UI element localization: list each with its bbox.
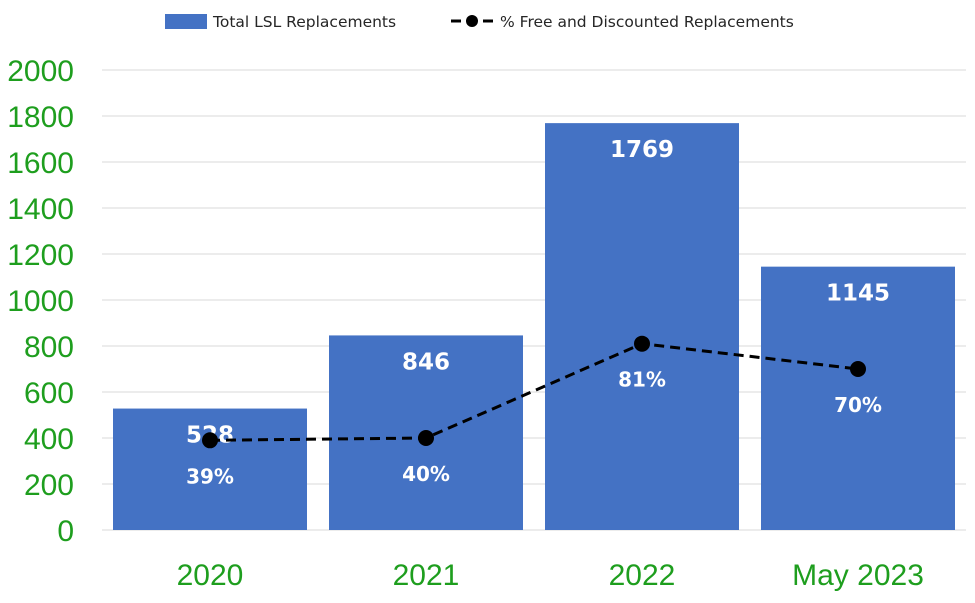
bars [113, 123, 955, 530]
x-tick-label: 2021 [393, 559, 460, 592]
y-tick-label: 400 [24, 423, 74, 456]
y-tick-label: 2000 [7, 55, 74, 88]
legend-label-bar: Total LSL Replacements [212, 13, 396, 31]
line-value-label: 81% [618, 368, 666, 392]
line-data-labels: 39% 40% 81% 70% [186, 368, 882, 489]
line-value-label: 39% [186, 464, 234, 488]
y-tick-label: 0 [57, 515, 74, 548]
line-value-label: 40% [402, 462, 450, 486]
line-marker [418, 430, 434, 446]
bar [113, 408, 307, 530]
x-tick-label: May 2023 [792, 559, 924, 592]
line-path [209, 342, 859, 442]
legend-label-line: % Free and Discounted Replacements [500, 13, 794, 31]
y-tick-label: 1600 [7, 147, 74, 180]
legend-swatch-bar [165, 14, 207, 29]
line-series [202, 335, 866, 449]
legend-swatch-marker [466, 15, 478, 27]
y-tick-label: 1000 [7, 285, 74, 318]
line-marker [850, 361, 866, 377]
bar-value-label: 846 [402, 349, 450, 375]
legend: Total LSL Replacements % Free and Discou… [165, 13, 794, 31]
line-value-label: 70% [834, 393, 882, 417]
bar [545, 123, 739, 530]
x-axis-ticks: 2020 2021 2022 May 2023 [177, 559, 924, 592]
x-tick-label: 2022 [609, 559, 676, 592]
y-tick-label: 600 [24, 377, 74, 410]
y-tick-label: 1200 [7, 239, 74, 272]
bar-value-label: 1769 [610, 137, 674, 163]
y-tick-label: 200 [24, 469, 74, 502]
y-tick-label: 800 [24, 331, 74, 364]
y-tick-label: 1800 [7, 101, 74, 134]
bar-value-label: 1145 [826, 281, 890, 307]
x-tick-label: 2020 [177, 559, 244, 592]
line-marker [202, 432, 218, 449]
line-marker [634, 335, 650, 352]
y-tick-label: 1400 [7, 193, 74, 226]
bar [761, 266, 955, 530]
y-axis-ticks: 0 200 400 600 800 1000 1200 1400 1600 1800 2000 [7, 55, 74, 548]
